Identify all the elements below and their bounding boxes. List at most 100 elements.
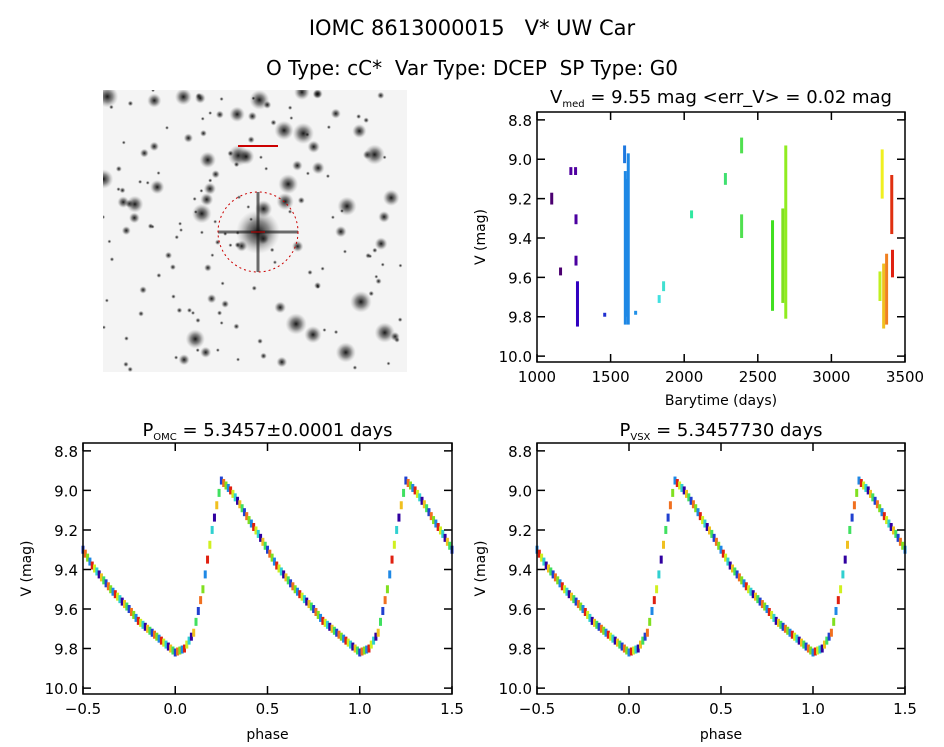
data-point xyxy=(402,488,406,497)
figure-subtitle: O Type: cC* Var Type: DCEP SP Type: G0 xyxy=(266,56,678,80)
star xyxy=(178,221,183,226)
star xyxy=(270,119,277,126)
star xyxy=(276,356,288,368)
data-point xyxy=(208,540,212,549)
data-point xyxy=(272,557,276,566)
star xyxy=(204,263,212,272)
data-point xyxy=(231,489,235,498)
data-point xyxy=(691,500,695,509)
star xyxy=(121,226,131,236)
star xyxy=(272,260,278,265)
y-tick-label: 9.2 xyxy=(508,191,532,209)
data-point xyxy=(254,526,258,535)
star xyxy=(145,180,150,185)
star xyxy=(164,125,169,130)
data-point xyxy=(298,590,302,599)
data-point xyxy=(379,617,383,626)
data-point xyxy=(83,549,87,558)
x-tick-label: 0.0 xyxy=(617,700,641,718)
data-point xyxy=(425,504,429,513)
data-point xyxy=(758,597,762,606)
data-point xyxy=(277,564,281,573)
data-point xyxy=(834,606,838,615)
data-point xyxy=(434,519,438,528)
data-point xyxy=(724,553,728,562)
data-point xyxy=(337,630,341,639)
x-tick-label: 1.5 xyxy=(893,700,917,718)
star xyxy=(374,322,395,343)
data-point xyxy=(586,610,590,619)
data-point xyxy=(622,644,626,653)
star xyxy=(386,361,391,366)
data-point xyxy=(820,644,824,653)
data-point xyxy=(547,564,550,573)
data-point xyxy=(189,632,193,641)
star xyxy=(176,307,183,314)
data-segment xyxy=(550,192,554,205)
star xyxy=(335,225,347,238)
data-point xyxy=(862,481,866,490)
data-point xyxy=(839,585,843,594)
star xyxy=(236,195,242,200)
star xyxy=(219,320,224,325)
data-point xyxy=(164,640,168,649)
star xyxy=(124,336,129,341)
data-point xyxy=(159,636,163,645)
x-tick-label: 1000 xyxy=(518,368,556,386)
star xyxy=(274,301,287,314)
y-tick-label: 9.6 xyxy=(508,269,532,287)
star xyxy=(183,133,194,143)
data-segment xyxy=(623,171,627,325)
star xyxy=(251,96,256,101)
data-point xyxy=(763,602,767,611)
star xyxy=(150,179,165,195)
data-point xyxy=(351,642,355,651)
data-point xyxy=(666,513,670,522)
star xyxy=(190,310,196,316)
data-point xyxy=(882,512,886,521)
data-point xyxy=(781,622,785,631)
data-point xyxy=(187,636,191,645)
data-point xyxy=(560,582,564,591)
x-axis-label: phase xyxy=(246,727,288,743)
data-point xyxy=(136,616,140,625)
chart-title: PVSX = 5.3457730 days xyxy=(620,420,823,443)
star xyxy=(313,281,322,290)
star xyxy=(200,192,214,207)
data-point xyxy=(342,634,346,643)
data-point xyxy=(827,632,831,641)
data-point xyxy=(639,640,642,649)
data-point xyxy=(150,628,154,637)
data-point xyxy=(399,501,403,510)
data-point xyxy=(390,555,394,564)
chart-title: POMC = 5.3457±0.0001 days xyxy=(142,420,392,443)
y-tick-label: 10.0 xyxy=(499,348,532,366)
data-point xyxy=(305,597,309,606)
data-point xyxy=(252,522,256,531)
star xyxy=(208,178,213,183)
data-point xyxy=(878,504,882,513)
star xyxy=(382,189,400,207)
star xyxy=(233,161,240,168)
y-tick-label: 9.2 xyxy=(508,522,532,540)
data-point xyxy=(374,632,378,641)
x-tick-label: −0.5 xyxy=(65,700,101,718)
star xyxy=(356,113,362,120)
data-point xyxy=(846,540,849,549)
data-point xyxy=(152,630,156,639)
data-point xyxy=(199,596,203,605)
title-rest: = 5.3457730 days xyxy=(650,420,822,441)
data-point xyxy=(314,607,318,616)
star xyxy=(363,117,370,124)
data-point xyxy=(811,648,815,657)
chart-0: 1000 1500 2000 2500 3000 3500 8.8 9.0 9.2 9.4 9.6 9… xyxy=(473,87,924,409)
data-point xyxy=(406,479,410,488)
plot-frame xyxy=(536,111,906,363)
data-point xyxy=(192,628,196,637)
data-point xyxy=(236,496,240,505)
star xyxy=(115,165,122,172)
y-axis-label: V (mag) xyxy=(473,209,489,265)
data-point xyxy=(581,605,585,614)
data-point xyxy=(855,488,859,497)
data-point xyxy=(358,648,362,657)
